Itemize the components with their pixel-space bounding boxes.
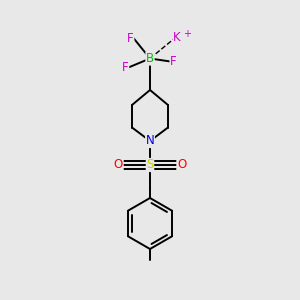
Text: K: K: [173, 31, 181, 44]
Text: F: F: [170, 55, 177, 68]
Text: N: N: [146, 134, 154, 148]
Text: O: O: [114, 158, 123, 172]
Text: B: B: [146, 52, 154, 65]
Text: O: O: [177, 158, 186, 172]
Text: F: F: [127, 32, 134, 45]
Text: S: S: [146, 158, 154, 172]
Text: +: +: [183, 29, 191, 39]
Text: F: F: [122, 61, 129, 74]
